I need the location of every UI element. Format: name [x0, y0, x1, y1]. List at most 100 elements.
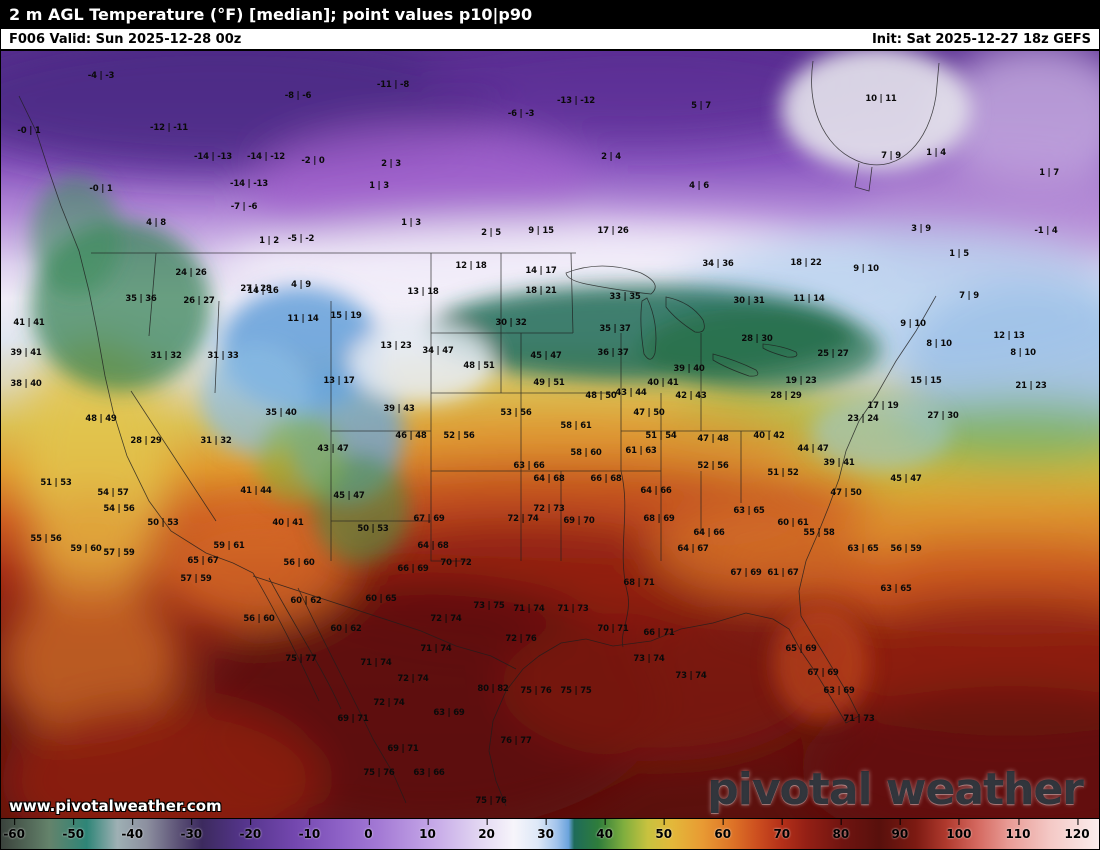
point-value: 1 | 3 — [369, 181, 389, 191]
point-value: 67 | 69 — [413, 514, 445, 524]
point-value: 69 | 71 — [387, 744, 419, 754]
valid-time-label: F006 Valid: Sun 2025-12-28 00z — [9, 32, 242, 47]
point-value: -4 | -3 — [87, 71, 115, 81]
point-value: 69 | 70 — [563, 516, 595, 526]
point-value: -5 | -2 — [287, 234, 315, 244]
point-value: 13 | 17 — [323, 376, 355, 386]
point-value: 61 | 63 — [625, 446, 657, 456]
point-value: 35 | 37 — [599, 324, 631, 334]
colorbar-tick: 80 — [832, 819, 850, 841]
colorbar-tick: 120 — [1064, 819, 1090, 841]
point-value: 64 | 66 — [693, 528, 725, 538]
colorbar-tick: -30 — [180, 819, 203, 841]
point-value: 45 | 47 — [890, 474, 922, 484]
point-value: 52 | 56 — [443, 431, 475, 441]
point-value: 58 | 60 — [570, 448, 602, 458]
point-value: -8 | -6 — [284, 91, 312, 101]
point-value: 70 | 72 — [440, 558, 472, 568]
point-value: 14 | 16 — [247, 286, 279, 296]
point-value: 63 | 65 — [847, 544, 879, 554]
colorbar-tick: 60 — [714, 819, 732, 841]
point-value: 57 | 59 — [180, 574, 212, 584]
point-value: 75 | 76 — [475, 796, 507, 806]
colorbar-tick: -60 — [3, 819, 26, 841]
point-value: 2 | 3 — [381, 159, 401, 169]
point-value: 23 | 24 — [847, 414, 879, 424]
forecast-info-bar: F006 Valid: Sun 2025-12-28 00z Init: Sat… — [1, 29, 1099, 51]
colorbar-gradient — [1, 819, 1099, 849]
point-value: 51 | 54 — [645, 431, 677, 441]
init-time-label: Init: Sat 2025-12-27 18z GEFS — [871, 32, 1091, 47]
point-value: -13 | -12 — [557, 96, 595, 106]
point-value: 30 | 32 — [495, 318, 527, 328]
point-value: 4 | 8 — [146, 218, 166, 228]
point-value: 31 | 32 — [200, 436, 232, 446]
colorbar-tick: 70 — [773, 819, 791, 841]
point-value: 57 | 59 — [103, 548, 135, 558]
point-value: -6 | -3 — [507, 109, 535, 119]
point-value: 54 | 57 — [97, 488, 129, 498]
point-value: 13 | 18 — [407, 287, 439, 297]
point-value: 1 | 4 — [926, 148, 946, 158]
point-value: 7 | 9 — [881, 151, 901, 161]
point-value: 11 | 14 — [287, 314, 319, 324]
colorbar-tick: 0 — [364, 819, 373, 841]
point-value: 40 | 41 — [647, 378, 679, 388]
point-value: 64 | 68 — [417, 541, 449, 551]
point-value: 71 | 74 — [360, 658, 392, 668]
point-value: -0 | 1 — [89, 184, 113, 194]
colorbar-tick: 50 — [655, 819, 673, 841]
point-value: 11 | 14 — [793, 294, 825, 304]
point-value: 36 | 37 — [597, 348, 629, 358]
point-value: 72 | 76 — [505, 634, 537, 644]
point-value: 50 | 53 — [147, 518, 179, 528]
colorbar-tick: -40 — [121, 819, 144, 841]
point-value: 72 | 74 — [397, 674, 429, 684]
point-value: 45 | 47 — [333, 491, 365, 501]
point-value: 39 | 41 — [10, 348, 42, 358]
point-value: 1 | 2 — [259, 236, 279, 246]
point-value: 75 | 75 — [560, 686, 592, 696]
point-value: 55 | 58 — [803, 528, 835, 538]
point-value: 52 | 56 — [697, 461, 729, 471]
point-value: 42 | 43 — [675, 391, 707, 401]
watermark-brand: pivotal weather — [707, 764, 1084, 815]
point-value: -14 | -13 — [230, 179, 268, 189]
point-value: 28 | 29 — [130, 436, 162, 446]
point-value: 56 | 59 — [890, 544, 922, 554]
point-value: 64 | 66 — [640, 486, 672, 496]
point-value: 21 | 23 — [1015, 381, 1047, 391]
point-value: 60 | 65 — [365, 594, 397, 604]
point-value: 66 | 71 — [643, 628, 675, 638]
point-value: 80 | 82 — [477, 684, 509, 694]
point-value: 48 | 51 — [463, 361, 495, 371]
point-value: 73 | 75 — [473, 601, 505, 611]
point-value: 63 | 66 — [513, 461, 545, 471]
colorbar-tick: -50 — [62, 819, 85, 841]
point-value: 15 | 15 — [910, 376, 942, 386]
point-value: 67 | 69 — [730, 568, 762, 578]
point-value: 2 | 4 — [601, 152, 621, 162]
point-value: -14 | -12 — [247, 152, 285, 162]
point-value: 56 | 60 — [283, 558, 315, 568]
point-value: -7 | -6 — [230, 202, 258, 212]
point-value: 64 | 67 — [677, 544, 709, 554]
colorbar-ticks: -60 -50 -40 -30 -20 -10 0 10 20 30 40 50 60 70 80 90 100… — [1, 819, 1099, 849]
point-value: 51 | 52 — [767, 468, 799, 478]
point-value: -2 | 0 — [301, 156, 325, 166]
point-value: 68 | 69 — [643, 514, 675, 524]
colorbar-tick: 110 — [1005, 819, 1031, 841]
point-value: 34 | 47 — [422, 346, 454, 356]
point-value: 7 | 9 — [959, 291, 979, 301]
point-value: 13 | 23 — [380, 341, 412, 351]
point-value: 12 | 18 — [455, 261, 487, 271]
colorbar-tick: -20 — [239, 819, 262, 841]
point-value: 71 | 74 — [420, 644, 452, 654]
point-value: 18 | 21 — [525, 286, 557, 296]
point-value: 47 | 50 — [633, 408, 665, 418]
point-value: 10 | 11 — [865, 94, 897, 104]
